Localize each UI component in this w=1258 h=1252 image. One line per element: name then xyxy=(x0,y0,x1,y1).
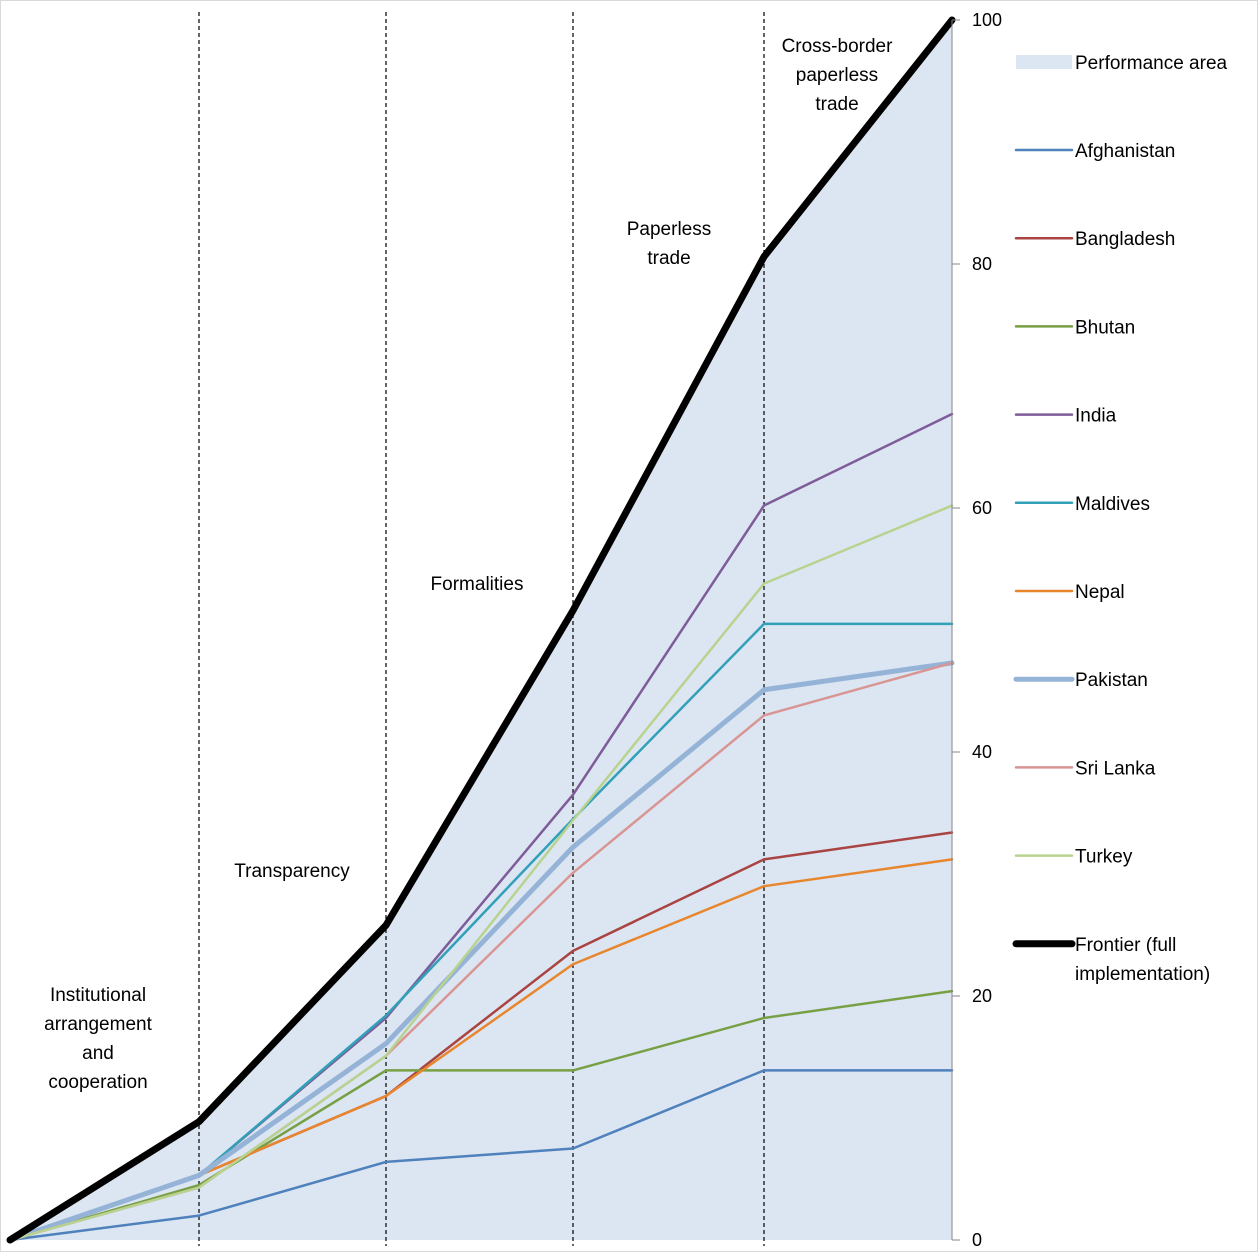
series-line-turkey xyxy=(8,504,954,1242)
legend-label-india: India xyxy=(1075,406,1117,427)
stage-labels: Institutional arrangement and cooperation Tr… xyxy=(44,36,893,1093)
y-axis: 0 20 40 60 80 100 xyxy=(951,10,1002,1250)
performance-area xyxy=(10,20,952,1240)
legend-label-sri-lanka: Sri Lanka xyxy=(1075,758,1156,779)
legend-label-pakistan: Pakistan xyxy=(1075,670,1148,691)
legend-label-bhutan: Bhutan xyxy=(1075,317,1135,338)
y-tick-label: 60 xyxy=(972,498,992,518)
series-line-afghanistan xyxy=(8,1069,954,1242)
series-layer xyxy=(6,16,956,1244)
series-line-bhutan xyxy=(8,989,954,1242)
stage-label-formalities: Formalities xyxy=(431,574,524,595)
legend-label-nepal: Nepal xyxy=(1075,582,1125,603)
legend: Performance area Afghanistan Bangladesh Bhu… xyxy=(1012,53,1228,985)
y-tick-label: 100 xyxy=(972,10,1002,30)
legend-label-turkey: Turkey xyxy=(1075,847,1133,868)
series-line-pakistan xyxy=(7,660,955,1243)
legend-label-afghanistan: Afghanistan xyxy=(1075,141,1175,162)
performance-area-layer xyxy=(10,20,952,1240)
stage-dividers xyxy=(198,12,765,1246)
legend-label-performance-area: Performance area xyxy=(1075,53,1228,74)
legend-label-maldives: Maldives xyxy=(1075,494,1150,515)
y-tick-label: 80 xyxy=(972,254,992,274)
stage-label-institutional-arrangement-and-cooperation: Institutional arrangement and cooperation xyxy=(44,985,152,1093)
stage-label-cross-border-paperless-trade: Cross-border paperless trade xyxy=(782,36,894,115)
legend-label-bangladesh: Bangladesh xyxy=(1075,229,1175,250)
y-tick-label: 20 xyxy=(972,986,992,1006)
legend-swatch-performance-area xyxy=(1016,55,1072,69)
series-line-frontier-full-implementation xyxy=(6,16,956,1244)
stage-label-paperless-trade: Paperless trade xyxy=(627,219,712,269)
stage-label-transparency: Transparency xyxy=(234,861,350,882)
y-tick-label: 0 xyxy=(972,1230,982,1250)
y-tick-label: 40 xyxy=(972,742,992,762)
legend-label-frontier-full-implementation: Frontier (full implementation) xyxy=(1075,935,1210,985)
